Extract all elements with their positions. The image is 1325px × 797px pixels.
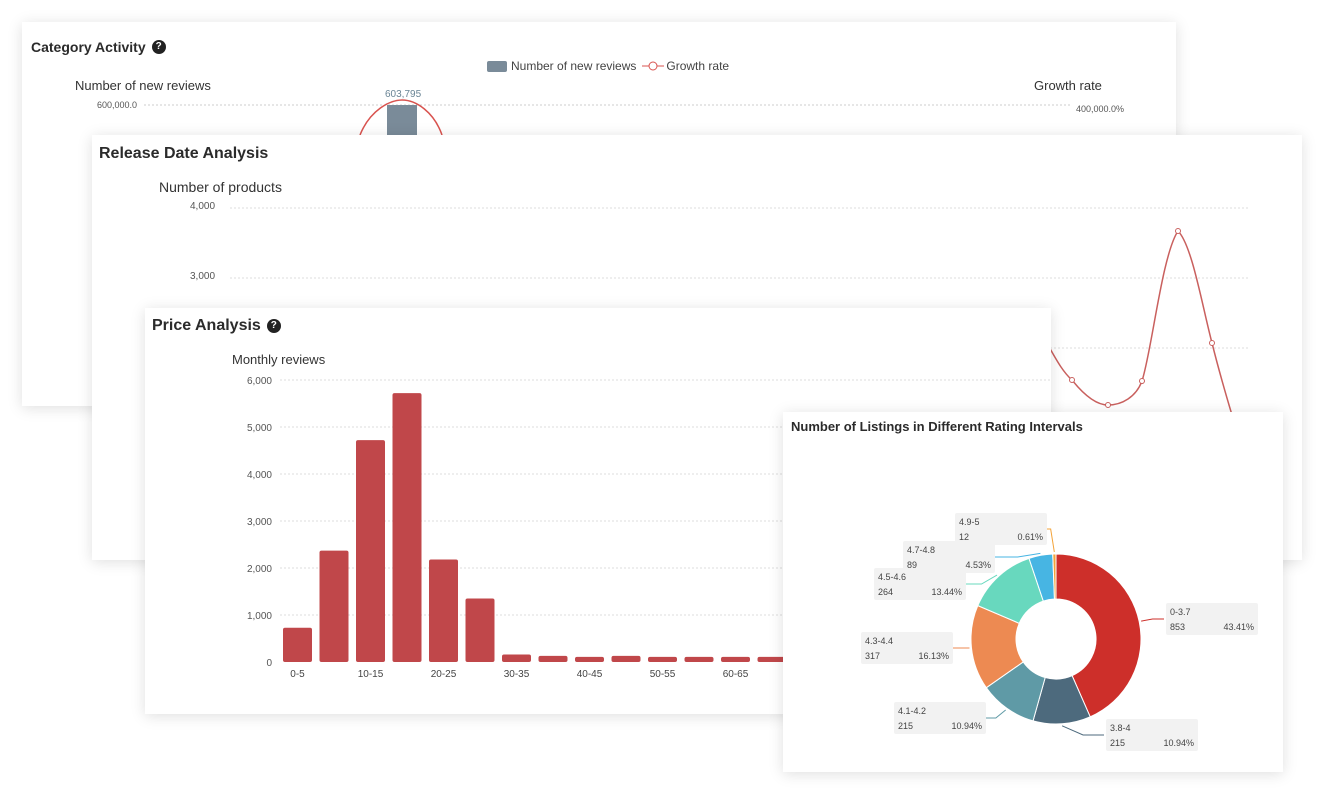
- x-tick-label: 20-25: [431, 669, 457, 680]
- y-tick-label: 0: [266, 658, 272, 669]
- x-tick-label: 50-55: [650, 669, 676, 680]
- y-tick: 3,000: [190, 271, 216, 282]
- bar[interactable]: [721, 656, 750, 662]
- y-tick-label: 6,000: [247, 376, 272, 387]
- legend-bar-swatch[interactable]: [487, 60, 507, 72]
- y-tick-top: 600,000.0: [97, 100, 138, 110]
- bar[interactable]: [502, 654, 531, 662]
- products-line[interactable]: [1047, 229, 1233, 416]
- bar[interactable]: [392, 393, 422, 662]
- category-activity-title: Category Activity: [31, 39, 146, 55]
- line-point[interactable]: [1139, 378, 1145, 384]
- slice-label: 0-3.7: [1170, 607, 1191, 617]
- bar[interactable]: [319, 550, 349, 662]
- bar[interactable]: [648, 656, 677, 662]
- x-tick-label: 10-15: [358, 669, 384, 680]
- slice-value: 215: [1110, 738, 1125, 748]
- slice-label-box: [1106, 719, 1198, 751]
- bar[interactable]: [387, 105, 417, 135]
- slice-value: 215: [898, 721, 913, 731]
- x-tick-label: 60-65: [723, 669, 749, 680]
- category-activity-title-wrap: Category Activity ?: [31, 39, 166, 55]
- bar[interactable]: [757, 656, 787, 662]
- y2-tick-top: 400,000.0%: [1076, 104, 1125, 114]
- bar[interactable]: [429, 559, 458, 662]
- y-tick-label: 5,000: [247, 423, 272, 434]
- bar[interactable]: [538, 655, 568, 662]
- slice-percent: 10.94%: [951, 721, 982, 731]
- slice-value: 264: [878, 587, 893, 597]
- slice-percent: 0.61%: [1017, 532, 1043, 542]
- y-tick-label: 3,000: [247, 517, 272, 528]
- y-axis-label: Monthly reviews: [232, 352, 326, 367]
- growth-rate-line[interactable]: [359, 99, 443, 136]
- line-point[interactable]: [1209, 340, 1215, 346]
- slice-label-box: [1166, 603, 1258, 635]
- y-tick-label: 1,000: [247, 611, 272, 622]
- slice-value: 12: [959, 532, 969, 542]
- label-leader: [986, 709, 1006, 719]
- price-analysis-title: Price Analysis: [152, 317, 261, 334]
- rating-title: Number of Listings in Different Rating I…: [791, 419, 1083, 434]
- rating-donut: 0-3.7 853 43.41% 3.8-4 215 10.94% 4.1-4.2 215 10…: [861, 513, 1258, 751]
- y-axis-label: Number of new reviews: [75, 78, 211, 93]
- slice-label-box: [894, 702, 986, 734]
- x-tick-label: 30-35: [504, 669, 530, 680]
- slice-label: 3.8-4: [1110, 723, 1131, 733]
- pie-slice[interactable]: [1052, 553, 1057, 600]
- bar[interactable]: [611, 655, 641, 662]
- slice-percent: 16.13%: [918, 651, 949, 661]
- legend: Number of new reviews Growth rate: [487, 59, 729, 73]
- slice-percent: 43.41%: [1223, 622, 1254, 632]
- slice-label: 4.5-4.6: [878, 572, 906, 582]
- category-activity-plot: [144, 99, 1070, 136]
- release-date-title: Release Date Analysis: [99, 145, 269, 162]
- slice-label-box: [955, 513, 1047, 545]
- y-tick-label: 4,000: [247, 470, 272, 481]
- slice-percent: 10.94%: [1163, 738, 1194, 748]
- label-leader: [1061, 725, 1104, 736]
- slice-value: 89: [907, 560, 917, 570]
- bar[interactable]: [684, 656, 714, 662]
- slice-value: 317: [865, 651, 880, 661]
- slice-percent: 4.53%: [965, 560, 991, 570]
- slice-value: 853: [1170, 622, 1185, 632]
- line-point[interactable]: [1175, 228, 1181, 234]
- slice-percent: 13.44%: [931, 587, 962, 597]
- slice-label-box: [903, 541, 995, 573]
- label-leader: [1047, 528, 1055, 553]
- bar[interactable]: [356, 440, 385, 662]
- rating-card: Number of Listings in Different Rating I…: [783, 412, 1283, 772]
- y2-axis-label: Growth rate: [1034, 78, 1102, 93]
- slice-label-box: [874, 568, 966, 600]
- bar[interactable]: [465, 598, 495, 662]
- y-tick-label: 2,000: [247, 564, 272, 575]
- label-leader: [966, 574, 998, 585]
- pie-slice[interactable]: [1055, 553, 1142, 718]
- bar[interactable]: [575, 656, 604, 662]
- slice-label: 4.3-4.4: [865, 636, 893, 646]
- line-point[interactable]: [1069, 377, 1075, 383]
- slice-label: 4.7-4.8: [907, 545, 935, 555]
- slice-label: 4.9-5: [959, 517, 980, 527]
- y-tick: 4,000: [190, 201, 216, 212]
- legend-bar-label[interactable]: Number of new reviews: [511, 59, 637, 73]
- bar-data-label: 603,795: [385, 89, 422, 100]
- legend-line-swatch[interactable]: [642, 60, 665, 72]
- label-leader: [1141, 618, 1164, 622]
- slice-label: 4.1-4.2: [898, 706, 926, 716]
- y-axis-label: Number of products: [159, 179, 282, 195]
- bar[interactable]: [283, 627, 312, 662]
- x-tick-label: 40-45: [577, 669, 603, 680]
- label-leader: [995, 552, 1041, 558]
- line-point[interactable]: [1105, 402, 1111, 408]
- price-plot: 6,000 5,000 4,000 3,000 2,000 1,000 0 0-5 10-15 2…: [247, 376, 1051, 680]
- question-circle-icon[interactable]: ?: [151, 40, 166, 54]
- x-tick-label: 0-5: [290, 669, 305, 680]
- price-title-wrap: Price Analysis ?: [152, 317, 281, 335]
- question-circle-icon[interactable]: ?: [266, 319, 281, 333]
- slice-label-box: [861, 632, 953, 664]
- legend-line-label[interactable]: Growth rate: [666, 59, 730, 73]
